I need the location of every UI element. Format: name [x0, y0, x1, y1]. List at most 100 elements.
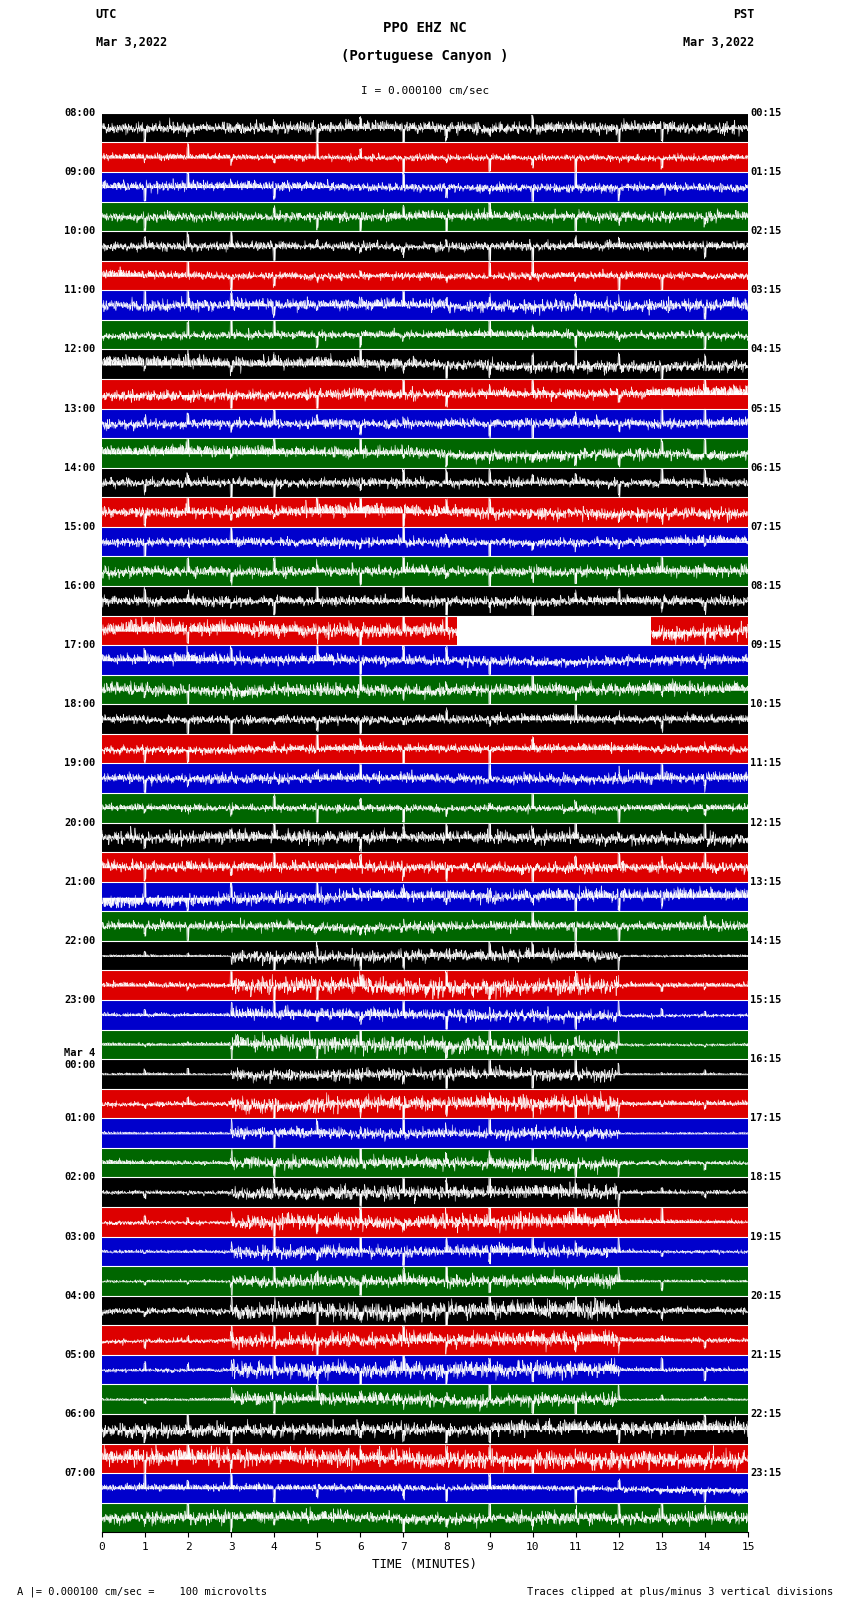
Bar: [102, 852, 748, 882]
Text: 20:00: 20:00: [65, 818, 95, 827]
Bar: [102, 1473, 748, 1503]
Bar: [102, 468, 748, 497]
Bar: [102, 705, 748, 734]
Text: Mar 3,2022: Mar 3,2022: [683, 35, 755, 48]
Text: 07:15: 07:15: [750, 523, 781, 532]
Bar: [102, 1060, 748, 1089]
Text: 14:15: 14:15: [750, 936, 781, 945]
Text: 21:00: 21:00: [65, 877, 95, 887]
Text: 09:15: 09:15: [750, 640, 781, 650]
Text: 01:00: 01:00: [65, 1113, 95, 1123]
Text: 23:00: 23:00: [65, 995, 95, 1005]
Text: 14:00: 14:00: [65, 463, 95, 473]
Bar: [102, 1148, 748, 1177]
Text: A |= 0.000100 cm/sec =    100 microvolts: A |= 0.000100 cm/sec = 100 microvolts: [17, 1586, 267, 1597]
Bar: [102, 1503, 748, 1532]
Bar: [102, 940, 748, 971]
Bar: [102, 1118, 748, 1148]
Bar: [102, 1444, 748, 1473]
Text: Mar 4
00:00: Mar 4 00:00: [65, 1048, 95, 1069]
Bar: [102, 350, 748, 379]
Bar: [102, 1089, 748, 1118]
Text: 06:15: 06:15: [750, 463, 781, 473]
Text: 00:15: 00:15: [750, 108, 781, 118]
Bar: [102, 556, 748, 586]
Bar: [102, 1295, 748, 1326]
Text: 16:15: 16:15: [750, 1055, 781, 1065]
Text: 22:15: 22:15: [750, 1410, 781, 1419]
Bar: [102, 1355, 748, 1384]
Text: 02:15: 02:15: [750, 226, 781, 235]
Text: 01:15: 01:15: [750, 168, 781, 177]
Bar: [102, 823, 748, 852]
Text: 18:00: 18:00: [65, 700, 95, 710]
Text: 10:15: 10:15: [750, 700, 781, 710]
Bar: [102, 586, 748, 616]
Text: 03:00: 03:00: [65, 1232, 95, 1242]
Bar: [102, 1029, 748, 1060]
Bar: [102, 911, 748, 940]
X-axis label: TIME (MINUTES): TIME (MINUTES): [372, 1558, 478, 1571]
Bar: [102, 290, 748, 319]
Text: 12:15: 12:15: [750, 818, 781, 827]
Text: 16:00: 16:00: [65, 581, 95, 590]
Text: 07:00: 07:00: [65, 1468, 95, 1478]
Text: 05:15: 05:15: [750, 403, 781, 413]
Text: I = 0.000100 cm/sec: I = 0.000100 cm/sec: [361, 85, 489, 95]
Bar: [102, 497, 748, 527]
Text: 13:15: 13:15: [750, 877, 781, 887]
Text: 04:00: 04:00: [65, 1290, 95, 1300]
Bar: [102, 794, 748, 823]
Bar: [102, 645, 748, 674]
Bar: [102, 261, 748, 290]
Text: PPO EHZ NC: PPO EHZ NC: [383, 21, 467, 35]
Text: Traces clipped at plus/minus 3 vertical divisions: Traces clipped at plus/minus 3 vertical …: [527, 1587, 833, 1597]
Text: 04:15: 04:15: [750, 345, 781, 355]
Bar: [102, 319, 748, 350]
Text: 15:00: 15:00: [65, 523, 95, 532]
Bar: [102, 202, 748, 231]
Text: 02:00: 02:00: [65, 1173, 95, 1182]
Bar: [102, 527, 748, 556]
Bar: [102, 439, 748, 468]
Text: 23:15: 23:15: [750, 1468, 781, 1478]
Text: Mar 3,2022: Mar 3,2022: [95, 35, 167, 48]
Text: 22:00: 22:00: [65, 936, 95, 945]
Bar: [102, 1415, 748, 1444]
Text: 17:00: 17:00: [65, 640, 95, 650]
Text: 15:15: 15:15: [750, 995, 781, 1005]
Bar: [457, 616, 651, 645]
Bar: [102, 763, 748, 794]
Text: 12:00: 12:00: [65, 345, 95, 355]
Bar: [102, 173, 748, 202]
Bar: [102, 408, 748, 439]
Text: 18:15: 18:15: [750, 1173, 781, 1182]
Text: 05:00: 05:00: [65, 1350, 95, 1360]
Bar: [102, 1266, 748, 1295]
Text: 11:00: 11:00: [65, 286, 95, 295]
Bar: [102, 142, 748, 173]
Text: 11:15: 11:15: [750, 758, 781, 768]
Text: 10:00: 10:00: [65, 226, 95, 235]
Bar: [102, 971, 748, 1000]
Text: 19:00: 19:00: [65, 758, 95, 768]
Text: UTC: UTC: [95, 8, 117, 21]
Text: 21:15: 21:15: [750, 1350, 781, 1360]
Bar: [102, 1237, 748, 1266]
Bar: [102, 674, 748, 705]
Text: 19:15: 19:15: [750, 1232, 781, 1242]
Bar: [102, 113, 748, 142]
Bar: [102, 616, 748, 645]
Bar: [102, 1384, 748, 1415]
Text: 20:15: 20:15: [750, 1290, 781, 1300]
Bar: [102, 882, 748, 911]
Text: 13:00: 13:00: [65, 403, 95, 413]
Text: 08:15: 08:15: [750, 581, 781, 590]
Text: 09:00: 09:00: [65, 168, 95, 177]
Bar: [102, 1326, 748, 1355]
Text: 08:00: 08:00: [65, 108, 95, 118]
Bar: [102, 1207, 748, 1237]
Bar: [102, 734, 748, 763]
Bar: [102, 1000, 748, 1029]
Bar: [102, 231, 748, 261]
